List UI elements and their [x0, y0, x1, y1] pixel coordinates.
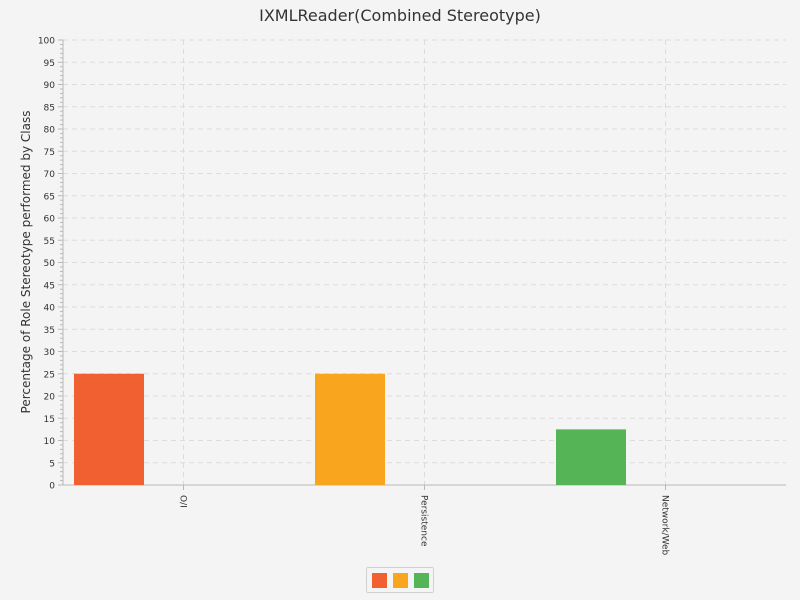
legend-swatch	[414, 573, 429, 588]
y-tick-label: 70	[44, 170, 56, 180]
y-tick-label: 10	[44, 437, 56, 447]
y-tick-label: 0	[49, 482, 55, 492]
bar	[556, 429, 626, 485]
y-tick-label: 30	[44, 348, 56, 358]
y-tick-label: 50	[44, 259, 56, 269]
y-tick-label: 15	[44, 415, 55, 425]
bar	[315, 373, 385, 485]
y-tick-label: 60	[44, 215, 56, 225]
y-tick-label: 45	[44, 281, 55, 291]
legend-swatch	[372, 573, 387, 588]
y-tick-label: 75	[44, 148, 55, 158]
y-tick-label: 90	[44, 81, 56, 91]
y-tick-label: 40	[44, 304, 56, 314]
y-tick-label: 100	[38, 37, 55, 47]
legend-swatch	[393, 573, 408, 588]
y-tick-label: 55	[44, 237, 55, 247]
x-tick-label: Persistence	[419, 495, 429, 547]
axes	[58, 39, 786, 490]
grid-lines	[63, 39, 786, 485]
x-tick-label: O/I	[178, 495, 188, 508]
y-tick-label: 85	[44, 103, 55, 113]
bar	[74, 373, 144, 485]
y-tick-label: 25	[44, 370, 55, 380]
y-tick-label: 5	[49, 459, 55, 469]
y-tick-label: 20	[44, 393, 56, 403]
chart-title: IXMLReader(Combined Stereotype)	[259, 6, 541, 25]
tick-labels: 0 5 10 15 20 25 30 35 40 45 50 55 60 65 70 75 80 85 90 95 10…	[38, 37, 670, 556]
y-tick-label: 65	[44, 192, 55, 202]
x-tick-label: Network/Web	[660, 495, 670, 556]
legend	[366, 567, 434, 593]
bars	[74, 373, 626, 485]
y-tick-label: 80	[44, 126, 56, 136]
y-tick-label: 35	[44, 326, 55, 336]
y-tick-label: 95	[44, 59, 55, 69]
